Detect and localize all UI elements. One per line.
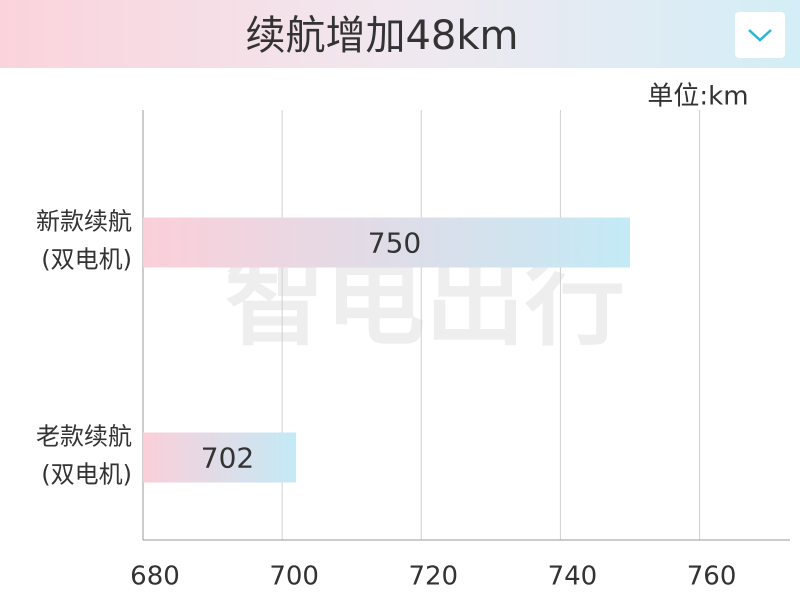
- chevron-icon[interactable]: [748, 29, 772, 42]
- bar: [143, 217, 630, 268]
- y-tick-label: (双电机): [41, 461, 132, 489]
- dropdown-button[interactable]: [735, 12, 785, 58]
- x-tick-label: 760: [687, 562, 737, 592]
- value-label: 702: [201, 442, 254, 475]
- value-label: 750: [368, 227, 421, 260]
- y-tick-label: (双电机): [41, 246, 132, 274]
- y-tick-label: 老款续航: [36, 423, 132, 451]
- dropdown-box[interactable]: [735, 12, 785, 58]
- unit-label: 单位:km: [647, 82, 748, 112]
- x-tick-label: 680: [130, 562, 180, 592]
- x-tick-label: 700: [269, 562, 319, 592]
- bar: [143, 432, 297, 483]
- x-tick-label: 720: [408, 562, 458, 592]
- chart-title: 续航增加48km: [245, 13, 518, 59]
- x-tick-label: 740: [548, 562, 598, 592]
- y-tick-label: 新款续航: [36, 208, 132, 236]
- title-band: [0, 0, 800, 68]
